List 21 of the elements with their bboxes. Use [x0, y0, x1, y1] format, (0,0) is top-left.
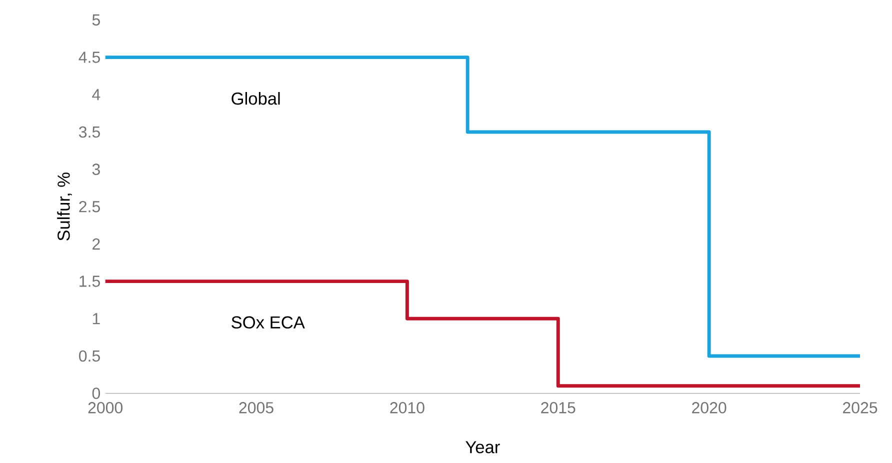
x-tick-label: 2025 — [843, 402, 878, 414]
text: Global — [232, 92, 280, 105]
y-tick-label: 0.5 — [79, 350, 100, 362]
text: SOx ECA — [232, 316, 305, 329]
x-tick-label: 2020 — [692, 402, 726, 414]
y-tick-label: 3 — [92, 164, 100, 176]
x-tick-label: 2005 — [239, 402, 274, 414]
x-axis-title: Year — [466, 441, 500, 454]
y-tick-label: 1.5 — [80, 276, 100, 288]
y-axis-title: Sulfur, % — [57, 172, 72, 241]
y-tick-label: 2 — [92, 238, 100, 250]
y-tick-label: 4.5 — [78, 52, 100, 64]
y-tick-label: 3.5 — [78, 126, 100, 138]
y-tick-label: 2.5 — [79, 201, 100, 212]
x-tick-label: 2010 — [390, 402, 424, 414]
y-tick-label: 5 — [92, 14, 100, 26]
x-tick-label: 2000 — [88, 402, 123, 414]
y-tick-label: 4 — [92, 89, 100, 100]
y-tick-label: 0 — [92, 388, 100, 400]
y-tick-label: 1 — [92, 313, 100, 324]
x-tick-label: 2015 — [541, 402, 576, 414]
